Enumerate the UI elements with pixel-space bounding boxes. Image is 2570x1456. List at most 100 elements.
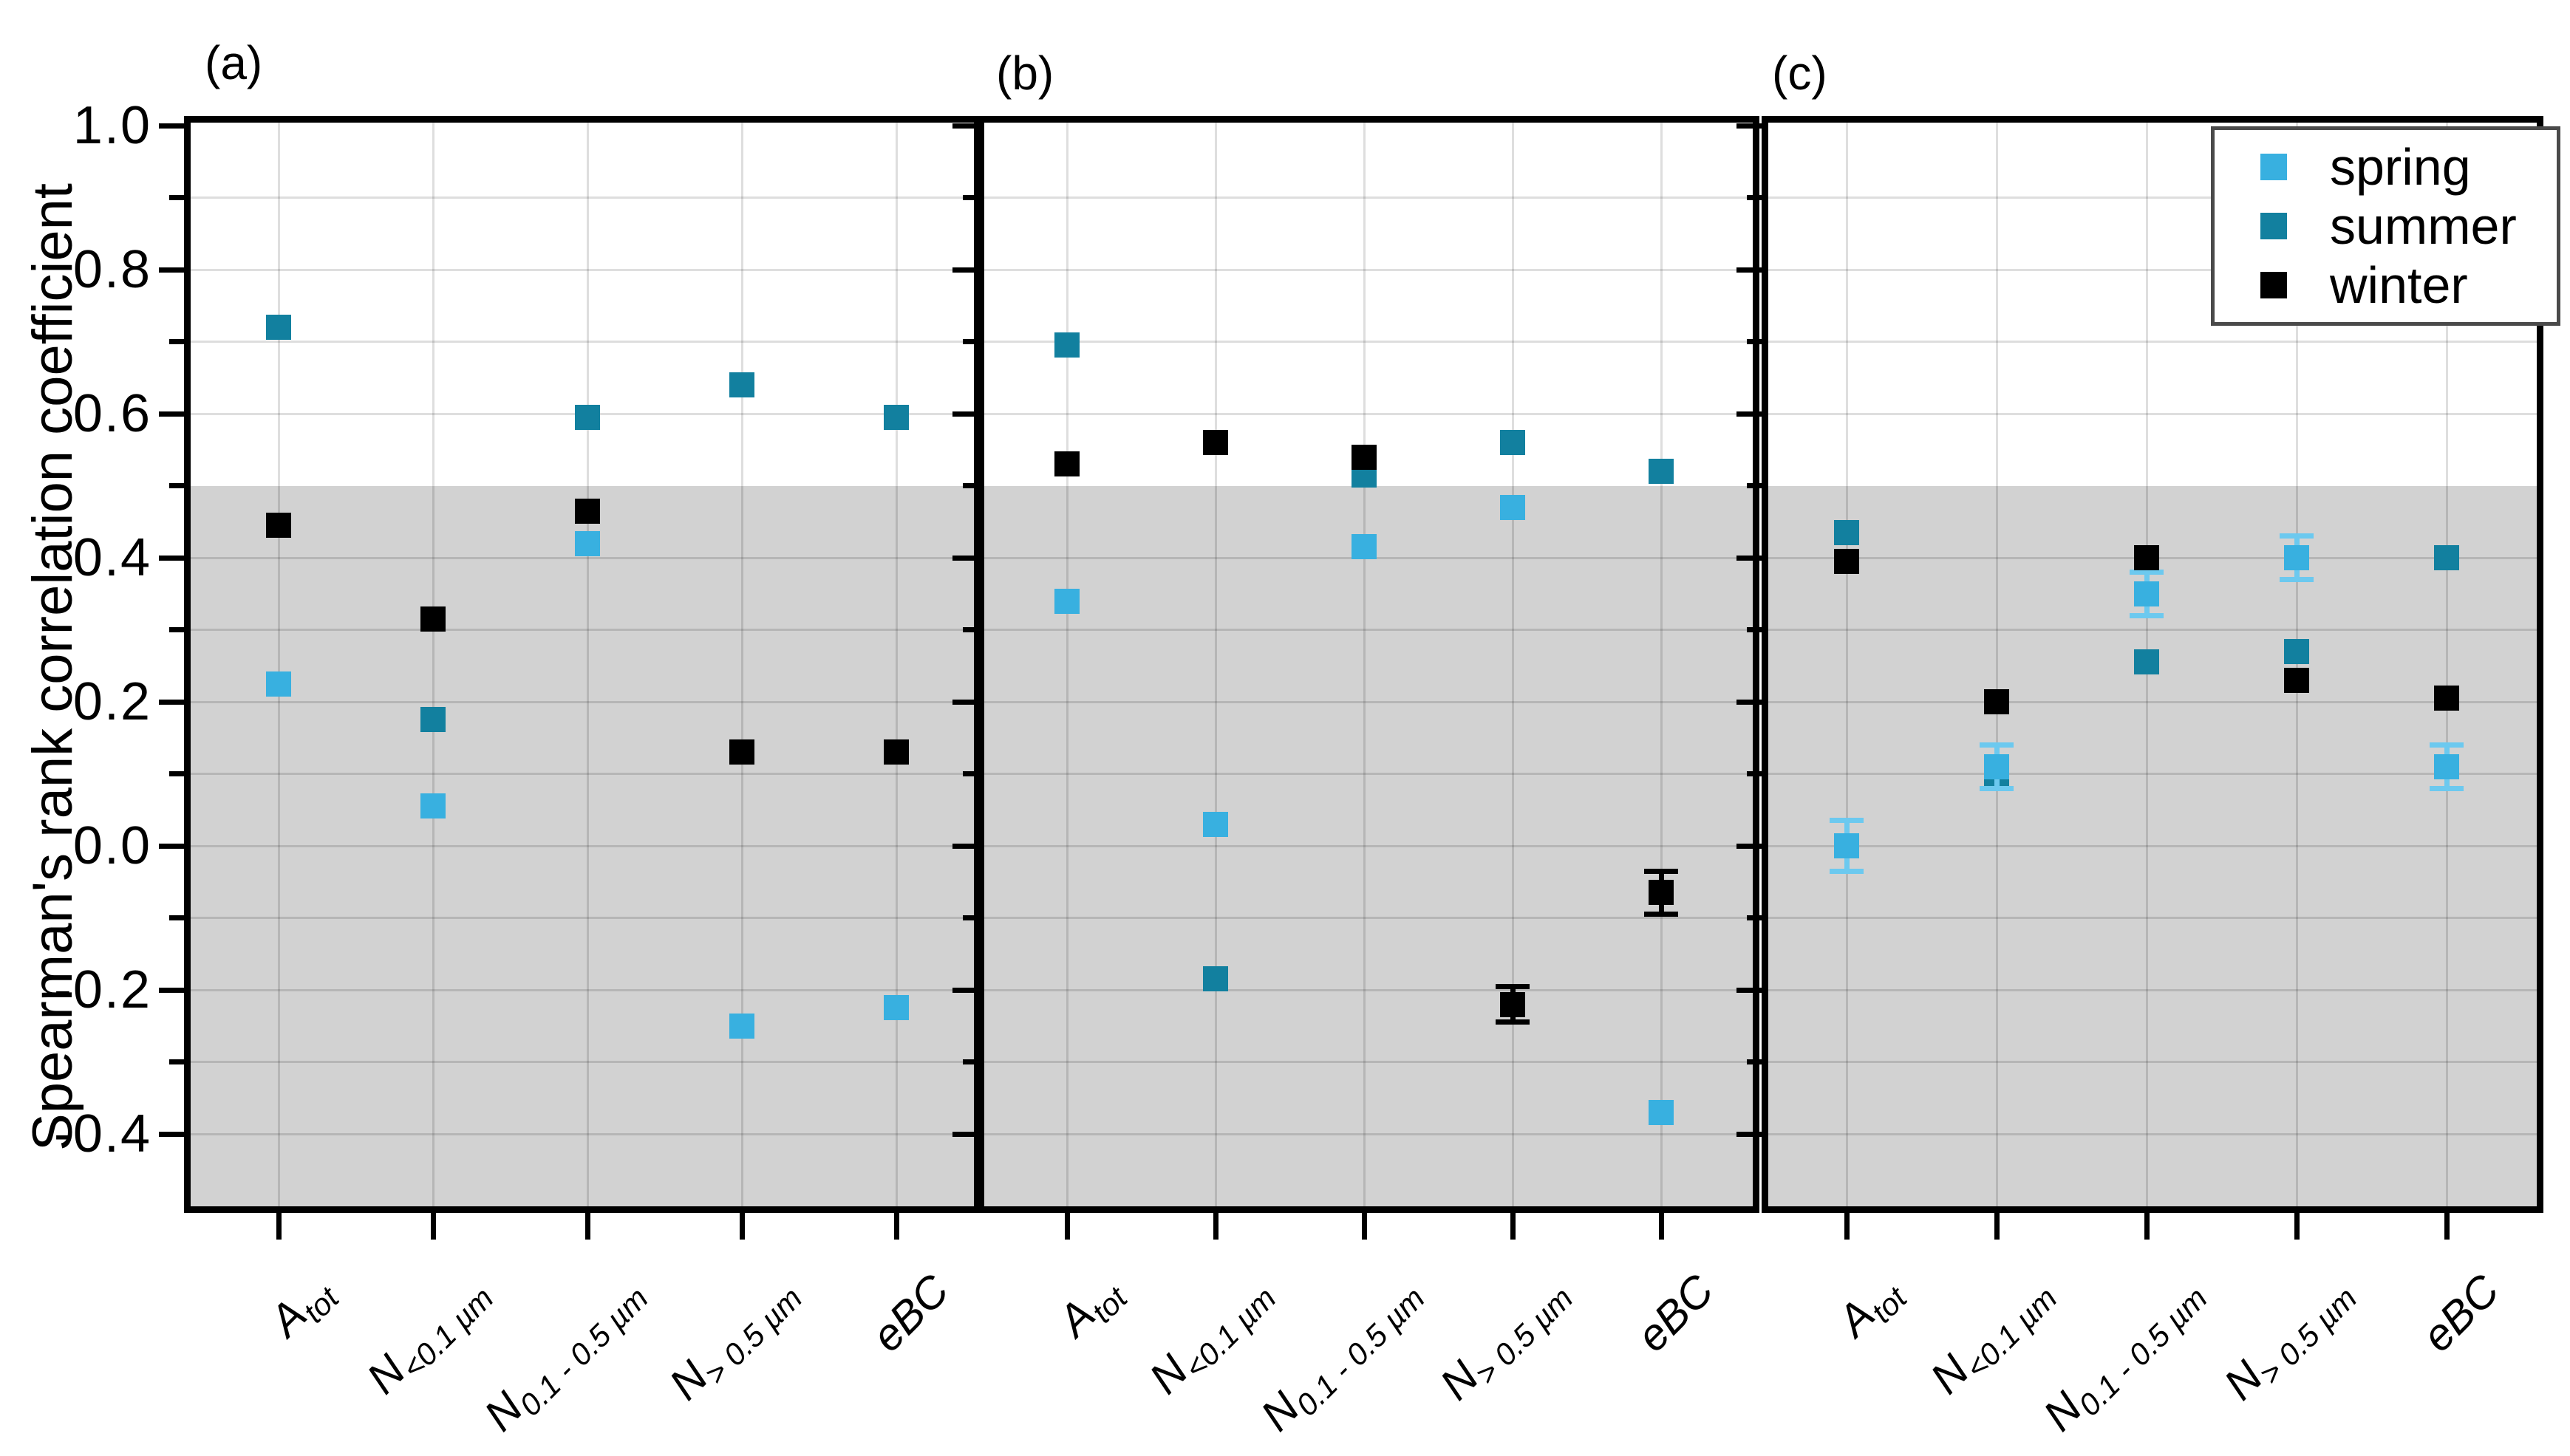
legend-item-spring: spring [2215,139,2557,195]
y-major-tick [952,843,978,849]
y-minor-tick [169,195,184,200]
y-major-tick [159,987,184,993]
spring-error-cap [2130,612,2164,618]
horizontal-gridline [984,412,1753,415]
y-minor-tick [963,915,978,920]
horizontal-gridline [984,844,1753,847]
spring-error-cap [2430,785,2464,791]
y-major-tick [1736,699,1762,705]
y-major-tick [952,123,978,129]
spring-error-cap [1980,785,2014,791]
y-tick-label: 0.6 [72,384,151,443]
y-tick-label: -0.2 [53,960,151,1019]
legend: spring summer winter [2211,126,2560,326]
y-major-tick [159,267,184,273]
summer-data-point [420,707,446,733]
spring-data-point [1984,753,2009,779]
vertical-gridline [1214,123,1217,1206]
legend-item-summer: summer [2215,198,2557,254]
winter-error-cap [1644,868,1678,874]
legend-item-winter: winter [2215,257,2557,313]
horizontal-gridline [191,700,974,703]
winter-error-cap [1644,912,1678,917]
winter-error-cap [1496,1019,1530,1025]
summer-data-point [2134,649,2159,675]
spring-data-point [2284,545,2309,570]
x-tick [2144,1213,2150,1240]
y-minor-tick [1747,483,1762,488]
legend-label: summer [2330,197,2517,255]
legend-label: spring [2330,138,2471,196]
winter-data-point [2284,667,2309,693]
x-category-label: N<0.1 µm [1920,1280,2064,1404]
winter-data-point [266,513,291,539]
spring-swatch-icon [2260,154,2287,180]
x-category-label: N> 0.5 µm [1430,1280,1580,1409]
vertical-gridline [2295,123,2298,1206]
horizontal-gridline [984,196,1753,199]
x-tick [2294,1213,2300,1240]
horizontal-gridline [191,196,974,199]
horizontal-gridline [1768,773,2537,775]
x-category-label: N0.1 - 0.5 µm [474,1280,655,1440]
y-minor-tick [963,339,978,344]
horizontal-gridline [1768,1061,2537,1063]
winter-data-point [1984,689,2009,714]
panel-letter-c: (c) [1772,47,1827,100]
significance-shaded-band [191,485,974,1206]
y-major-tick [1736,555,1762,561]
spring-data-point [1500,494,1525,520]
spring-data-point [1352,534,1377,560]
y-minor-tick [169,339,184,344]
horizontal-gridline [191,556,974,559]
spring-data-point [2434,753,2459,779]
y-major-tick [159,1131,184,1137]
horizontal-gridline [191,1061,974,1063]
y-minor-tick [963,195,978,200]
y-major-tick [159,699,184,705]
y-tick-label: 0.4 [72,528,151,587]
horizontal-gridline [191,844,974,847]
x-tick [584,1213,590,1240]
x-category-label: eBC [2413,1265,2509,1361]
winter-data-point [884,739,909,765]
y-major-tick [952,411,978,417]
horizontal-gridline [1768,196,2537,199]
horizontal-gridline [1768,341,2537,343]
x-tick [1844,1213,1850,1240]
y-minor-tick [169,1059,184,1064]
y-major-tick [1736,843,1762,849]
y-minor-tick [1747,915,1762,920]
summer-swatch-icon [2260,213,2287,239]
horizontal-gridline [984,773,1753,775]
y-tick-label: 0.2 [72,672,151,731]
x-tick [276,1213,282,1240]
horizontal-gridline [1768,1132,2537,1135]
x-category-label: N> 0.5 µm [2214,1280,2364,1409]
winter-data-point [1054,451,1080,477]
x-tick [1658,1213,1664,1240]
vertical-gridline [586,123,589,1206]
y-major-tick [1736,123,1762,129]
horizontal-gridline [984,917,1753,919]
y-major-tick [159,843,184,849]
y-major-tick [1736,411,1762,417]
y-minor-tick [1747,1059,1762,1064]
winter-data-point [420,606,446,632]
spring-error-cap [1830,868,1864,874]
winter-data-point [2134,545,2159,570]
horizontal-gridline [984,1132,1753,1135]
horizontal-gridline [191,268,974,271]
x-category-label: Atot [260,1280,346,1346]
vertical-gridline [895,123,898,1206]
spring-data-point [2134,581,2159,606]
horizontal-gridline [1768,412,2537,415]
x-tick [893,1213,899,1240]
horizontal-gridline [984,268,1753,271]
vertical-gridline [432,123,434,1206]
horizontal-gridline [191,773,974,775]
y-minor-tick [1747,195,1762,200]
horizontal-gridline [191,1132,974,1135]
summer-data-point [575,404,600,430]
